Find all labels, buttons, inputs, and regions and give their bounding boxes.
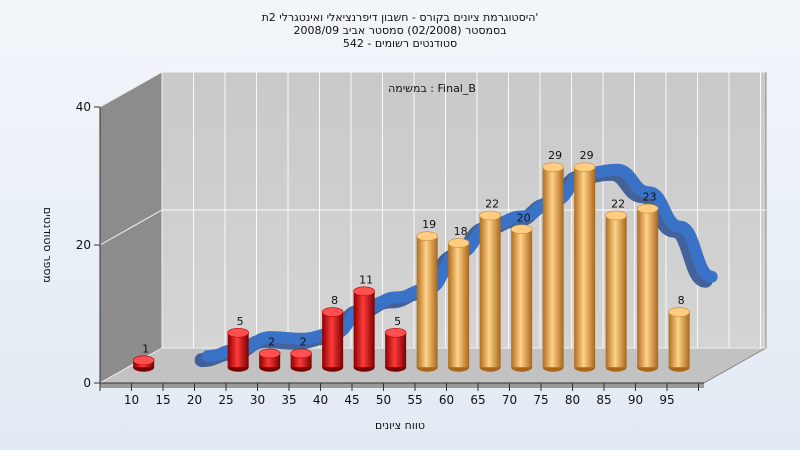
x-tick-label: 30 bbox=[250, 393, 265, 407]
y-axis: 0 20 40 bbox=[76, 100, 101, 390]
floor-front-edge bbox=[100, 383, 704, 388]
x-tick-label: 85 bbox=[596, 393, 611, 407]
value-label-60: 18 bbox=[454, 225, 468, 238]
value-label-90: 23 bbox=[643, 191, 657, 204]
value-label-70: 20 bbox=[517, 211, 531, 224]
bar-top bbox=[605, 210, 627, 221]
bar-top bbox=[479, 210, 501, 221]
bar-50 bbox=[384, 327, 407, 372]
y-tick-label: 0 bbox=[83, 376, 91, 390]
value-label-10: 1 bbox=[142, 342, 149, 355]
bar-95 bbox=[668, 307, 690, 372]
bar-top bbox=[258, 348, 281, 359]
bar-90 bbox=[636, 203, 659, 372]
x-tick-label: 60 bbox=[439, 393, 454, 407]
chart-title: היסטוגרמת ציונים בקורס - חשבון דיפרנציאל… bbox=[262, 11, 539, 50]
x-tick-label: 50 bbox=[376, 393, 391, 407]
bar-top bbox=[290, 348, 312, 359]
bar-65 bbox=[479, 210, 501, 372]
value-label-85: 22 bbox=[611, 197, 625, 210]
x-tick-label: 35 bbox=[281, 393, 296, 407]
bar-body bbox=[227, 332, 249, 368]
x-tick-label: 80 bbox=[565, 393, 580, 407]
x-tick-label: 90 bbox=[628, 393, 643, 407]
value-label-65: 22 bbox=[485, 197, 499, 210]
bar-55 bbox=[416, 231, 438, 372]
bar-top bbox=[384, 327, 407, 338]
bar-top bbox=[510, 224, 533, 235]
x-tick-label: 40 bbox=[313, 393, 328, 407]
bar-10 bbox=[132, 355, 155, 372]
bar-body bbox=[353, 291, 375, 368]
bar-45 bbox=[353, 286, 375, 372]
bar-30 bbox=[258, 348, 281, 372]
value-label-80: 29 bbox=[580, 149, 594, 162]
bar-35 bbox=[290, 348, 312, 372]
value-label-30: 2 bbox=[268, 335, 275, 348]
bar-body bbox=[385, 332, 407, 368]
value-label-95: 8 bbox=[678, 294, 685, 307]
bar-top bbox=[227, 327, 249, 338]
value-label-45: 11 bbox=[359, 273, 373, 286]
x-tick-label: 45 bbox=[344, 393, 359, 407]
bar-top bbox=[321, 307, 344, 317]
bar-body bbox=[574, 167, 596, 368]
bar-body bbox=[416, 236, 438, 368]
gridlines bbox=[99, 71, 766, 384]
title-line-2: בסמסטר (02/2008) סמסטר אביב 2008/09 bbox=[293, 24, 506, 37]
x-tick-label: 10 bbox=[124, 393, 139, 407]
x-tick-label: 95 bbox=[659, 393, 674, 407]
x-tick-label: 55 bbox=[407, 393, 422, 407]
x-tick-label: 25 bbox=[218, 393, 233, 407]
bar-85 bbox=[605, 210, 627, 372]
bar-body bbox=[605, 215, 627, 368]
value-label-25: 5 bbox=[237, 315, 244, 328]
x-tick-label: 20 bbox=[187, 393, 202, 407]
bar-body bbox=[668, 312, 690, 368]
y-tick-label: 20 bbox=[76, 238, 91, 252]
value-label-35: 2 bbox=[300, 335, 307, 348]
y-tick-label: 40 bbox=[76, 100, 91, 114]
bar-75 bbox=[542, 162, 564, 372]
bar-top bbox=[636, 203, 659, 214]
bar-body bbox=[322, 312, 344, 368]
bar-body bbox=[511, 229, 533, 368]
bar-top bbox=[353, 286, 375, 297]
value-label-40: 8 bbox=[331, 294, 338, 307]
title-line-3: 542 - סטודנטים רשומים bbox=[343, 37, 457, 50]
value-label-50: 5 bbox=[394, 315, 401, 328]
bar-top bbox=[573, 162, 596, 172]
bar-top bbox=[416, 231, 438, 241]
title-line-1: היסטוגרמת ציונים בקורס - חשבון דיפרנציאל… bbox=[262, 11, 539, 24]
value-label-55: 19 bbox=[422, 218, 436, 231]
y-axis-label: מספר סטודנטים bbox=[41, 207, 54, 283]
bar-body bbox=[448, 243, 470, 368]
bar-80 bbox=[573, 162, 596, 372]
x-tick-label: 75 bbox=[533, 393, 548, 407]
bar-body bbox=[637, 208, 659, 368]
bars bbox=[132, 162, 690, 372]
task-annotation: במשימה : Final_B bbox=[388, 82, 476, 95]
bar-25 bbox=[227, 327, 249, 372]
x-tick-label: 70 bbox=[502, 393, 517, 407]
bar-60 bbox=[447, 238, 470, 372]
bar-top bbox=[668, 307, 690, 317]
bar-body bbox=[542, 167, 564, 368]
bar-top bbox=[132, 355, 155, 366]
bar-body bbox=[479, 215, 501, 368]
x-tick-label: 15 bbox=[155, 393, 170, 407]
value-label-75: 29 bbox=[548, 149, 562, 162]
x-axis-label: טווח ציונים bbox=[375, 419, 425, 432]
bar-40 bbox=[321, 307, 344, 372]
bar-70 bbox=[510, 224, 533, 372]
bar-top bbox=[542, 162, 564, 172]
bar-top bbox=[447, 238, 470, 248]
x-tick-label: 65 bbox=[470, 393, 485, 407]
x-axis: 10 15 20 25 30 35 40 45 50 55 60 65 70 75 80 85 90 95 bbox=[99, 382, 704, 407]
